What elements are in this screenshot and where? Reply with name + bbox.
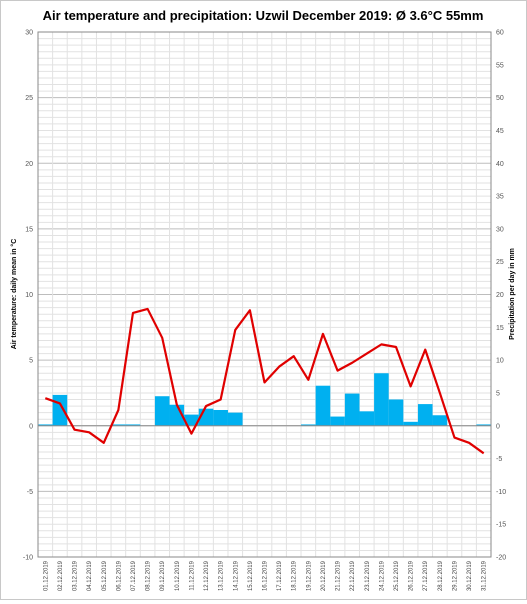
precipitation-bar: [111, 424, 126, 426]
x-axis-tick-label: 09.12.2019: [160, 560, 166, 591]
x-axis-tick-label: 12.12.2019: [204, 560, 210, 591]
right-axis-tick-label: 55: [496, 62, 504, 69]
precipitation-bar: [476, 424, 491, 426]
precipitation-bar: [432, 415, 448, 426]
precipitation-bar: [52, 394, 68, 426]
x-axis-tick-label: 30.12.2019: [467, 560, 473, 591]
precipitation-bars: [38, 373, 491, 426]
x-axis-tick-label: 25.12.2019: [394, 560, 400, 591]
x-axis-tick-label: 31.12.2019: [482, 560, 488, 591]
grid: [37, 31, 492, 558]
x-axis-tick-label: 21.12.2019: [336, 560, 342, 591]
precipitation-bar: [184, 414, 199, 426]
right-axis-tick-label: 20: [496, 292, 504, 299]
x-axis-tick-label: 02.12.2019: [58, 560, 64, 591]
x-axis-tick-label: 17.12.2019: [277, 560, 283, 591]
right-axis-tick-label: 35: [496, 194, 504, 201]
x-axis-ticks: 01.12.2019 02.12.2019 03.12.2019 04.12.2019…: [43, 560, 487, 591]
precipitation-bar: [403, 421, 418, 426]
precipitation-bar: [154, 396, 170, 426]
x-axis-tick-label: 27.12.2019: [423, 560, 429, 591]
x-axis-tick-label: 18.12.2019: [292, 560, 298, 591]
left-axis-tick-label: 25: [25, 95, 33, 102]
precipitation-bar: [344, 393, 360, 426]
precipitation-bar: [359, 411, 375, 426]
x-axis-tick-label: 20.12.2019: [321, 560, 327, 591]
precipitation-bar: [315, 385, 331, 426]
right-axis-tick-label: -10: [496, 489, 506, 496]
right-axis-tick-label: 30: [496, 226, 504, 233]
left-axis-tick-label: 15: [25, 226, 33, 233]
x-axis-tick-label: 06.12.2019: [116, 560, 122, 591]
x-axis-tick-label: 22.12.2019: [350, 560, 356, 591]
left-axis-tick-label: 20: [25, 161, 33, 168]
right-axis-tick-label: -5: [496, 456, 502, 463]
left-axis-tick-label: 30: [25, 30, 33, 37]
precipitation-bar: [388, 399, 404, 426]
right-axis-tick-label: 25: [496, 259, 504, 266]
left-axis-tick-label: 0: [29, 423, 33, 430]
precipitation-bar: [38, 424, 53, 426]
x-axis-tick-label: 26.12.2019: [409, 560, 415, 591]
right-axis-tick-label: 50: [496, 95, 504, 102]
right-axis-tick-label: 0: [496, 423, 500, 430]
precipitation-bar: [417, 404, 433, 426]
x-axis-tick-label: 29.12.2019: [452, 560, 458, 591]
right-axis-tick-label: 45: [496, 128, 504, 135]
x-axis-tick-label: 14.12.2019: [233, 560, 239, 591]
x-axis-tick-label: 23.12.2019: [365, 560, 371, 591]
x-axis-tick-label: 03.12.2019: [73, 560, 79, 591]
right-axis-ticks: -20 -15 -10 -5 0 5 10 15 20 25 30 35 40 45 50 55 60: [496, 30, 506, 562]
right-axis-tick-label: 10: [496, 358, 504, 365]
x-axis-tick-label: 04.12.2019: [87, 560, 93, 591]
x-axis-tick-label: 13.12.2019: [219, 560, 225, 591]
x-axis-tick-label: 15.12.2019: [248, 560, 254, 591]
x-axis-tick-label: 16.12.2019: [263, 560, 269, 591]
left-axis-ticks: -10 -5 0 5 10 15 20 25 30: [23, 30, 33, 562]
x-axis-tick-label: 01.12.2019: [43, 560, 49, 591]
chart-title: Air temperature and precipitation: Uzwil…: [43, 8, 484, 23]
precipitation-bar: [227, 412, 243, 426]
left-axis-label: Air temperature: daily mean in °C: [10, 239, 18, 350]
right-axis-tick-label: 5: [496, 390, 500, 397]
precipitation-bar: [330, 416, 345, 426]
x-axis-tick-label: 11.12.2019: [189, 560, 195, 590]
right-axis-tick-label: 40: [496, 161, 504, 168]
right-axis-tick-label: -20: [496, 555, 506, 562]
x-axis-tick-label: 05.12.2019: [102, 560, 108, 591]
left-axis-tick-label: -5: [27, 489, 33, 496]
right-axis-tick-label: 60: [496, 30, 504, 37]
right-axis-tick-label: -15: [496, 522, 506, 529]
right-axis-label: Precipitation per day in mm: [509, 248, 516, 340]
precipitation-bar: [374, 373, 389, 426]
x-axis-tick-label: 07.12.2019: [131, 560, 137, 591]
x-axis-tick-label: 08.12.2019: [146, 560, 152, 591]
right-axis-tick-label: 15: [496, 325, 504, 332]
x-axis-tick-label: 24.12.2019: [379, 560, 385, 591]
left-axis-tick-label: 5: [29, 358, 33, 365]
plot-border: [37, 31, 492, 558]
x-axis-tick-label: 28.12.2019: [438, 560, 444, 591]
precipitation-bar: [213, 410, 228, 426]
left-axis-tick-label: 10: [25, 292, 33, 299]
precipitation-bar: [301, 424, 316, 426]
left-axis-tick-label: -10: [23, 555, 33, 562]
x-axis-tick-label: 19.12.2019: [306, 560, 312, 591]
temperature-line: [44, 307, 485, 455]
x-axis-tick-label: 10.12.2019: [175, 560, 181, 591]
precipitation-bar: [125, 424, 141, 426]
